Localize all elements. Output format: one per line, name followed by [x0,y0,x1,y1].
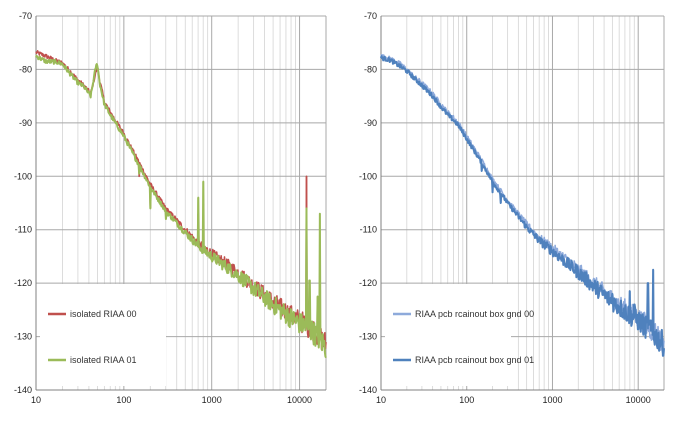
y-tick-label: -120 [359,278,377,288]
y-tick-label: -70 [364,11,377,21]
x-tick-label: 10000 [626,395,651,405]
y-tick-label: -120 [14,278,32,288]
x-tick-label: 100 [459,395,474,405]
series-line-1 [380,53,665,353]
x-tick-label: 1000 [202,395,222,405]
legend-box [40,284,166,386]
y-tick-label: -110 [15,225,32,235]
y-tick-label: -90 [19,118,32,128]
x-tick-label: 10 [376,395,386,405]
legend-label: RIAA pcb rcainout box gnd 00 [415,309,534,319]
legend-label: isolated RIAA 00 [70,309,137,319]
y-tick-label: -80 [19,64,32,74]
y-tick-label: -140 [359,385,377,395]
y-tick-label: -130 [14,332,32,342]
y-tick-label: -100 [14,171,32,181]
x-tick-label: 100 [116,395,131,405]
x-tick-label: 10000 [287,395,312,405]
series-line-2 [35,54,327,359]
x-tick-label: 1000 [542,395,562,405]
y-tick-label: -90 [364,118,377,128]
x-tick-label: 10 [31,395,41,405]
y-tick-label: -110 [360,225,377,235]
y-tick-label: -140 [14,385,32,395]
y-tick-label: -80 [364,64,377,74]
y-tick-label: -70 [19,11,32,21]
series-line-2 [380,55,665,357]
y-tick-label: -130 [359,332,377,342]
legend-label: RIAA pcb rcainout box gnd 01 [415,355,534,365]
legend-label: isolated RIAA 01 [70,355,137,365]
y-tick-label: -100 [359,171,377,181]
legend-box [385,284,511,386]
